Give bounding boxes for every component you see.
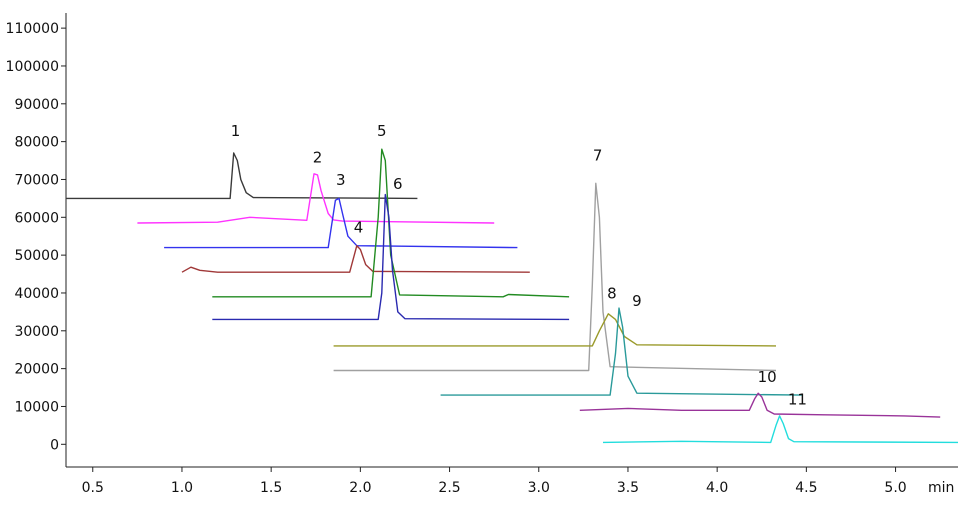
chromatogram-traces [66, 148, 959, 444]
peak-label-4: 4 [354, 218, 364, 236]
trace-peak-5 [212, 148, 570, 298]
x-axis-ticks: 0.5 1.0 1.5 2.0 2.5 3.0 3.5 4.0 4.5 5.0 [82, 467, 907, 496]
x-axis-unit-label: min [928, 480, 954, 496]
y-tick-label: 10000 [14, 399, 59, 415]
peak-label-10: 10 [758, 368, 777, 386]
peak-label-3: 3 [336, 171, 346, 189]
x-tick-label: 0.5 [82, 480, 104, 496]
x-tick-label: 1.0 [171, 480, 193, 496]
trace-peak-10 [579, 392, 941, 418]
peak-label-1: 1 [231, 122, 241, 140]
y-tick-label: 50000 [14, 248, 59, 264]
y-tick-label: 0 [50, 437, 59, 453]
peak-label-5: 5 [377, 122, 387, 140]
trace-peak-1 [66, 152, 418, 200]
trace-peak-2 [137, 173, 495, 224]
y-tick-label: 30000 [14, 324, 59, 340]
peak-label-8: 8 [607, 285, 617, 303]
x-tick-label: 2.0 [349, 480, 371, 496]
x-tick-label: 3.5 [617, 480, 639, 496]
peak-label-7: 7 [593, 147, 603, 165]
peak-label-11: 11 [788, 391, 807, 409]
trace-peak-7 [333, 182, 777, 372]
peak-label-6: 6 [393, 175, 403, 193]
y-tick-label: 110000 [6, 21, 59, 37]
x-tick-label: 1.5 [260, 480, 282, 496]
x-tick-label: 5.0 [884, 480, 906, 496]
peak-label-2: 2 [313, 148, 323, 166]
y-tick-label: 40000 [14, 286, 59, 302]
peak-label-9: 9 [632, 292, 642, 310]
y-tick-label: 60000 [14, 210, 59, 226]
trace-peak-9 [440, 307, 803, 396]
trace-peak-3 [164, 197, 518, 249]
y-axis-ticks: 0 10000 20000 30000 40000 50000 60000 70000 8000… [6, 21, 66, 453]
y-tick-label: 80000 [14, 135, 59, 151]
y-tick-label: 90000 [14, 97, 59, 113]
trace-peak-8 [333, 313, 777, 347]
trace-peak-4 [181, 245, 530, 273]
x-tick-label: 2.5 [438, 480, 460, 496]
axes [65, 13, 958, 468]
trace-peak-6 [212, 193, 570, 321]
x-tick-label: 4.0 [706, 480, 728, 496]
trace-peak-11 [602, 415, 959, 444]
y-tick-label: 100000 [6, 59, 59, 75]
x-tick-label: 4.5 [795, 480, 817, 496]
x-tick-label: 3.0 [528, 480, 550, 496]
y-tick-label: 20000 [14, 362, 59, 378]
y-tick-label: 70000 [14, 172, 59, 188]
